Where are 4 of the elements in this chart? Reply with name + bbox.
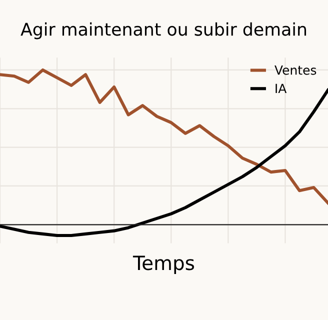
- legend-label: Ventes: [274, 66, 316, 75]
- legend-label: IA: [276, 84, 287, 93]
- chart-title: Agir maintenant ou subir demain: [20, 22, 306, 40]
- x-axis-title: Temps: [132, 256, 194, 274]
